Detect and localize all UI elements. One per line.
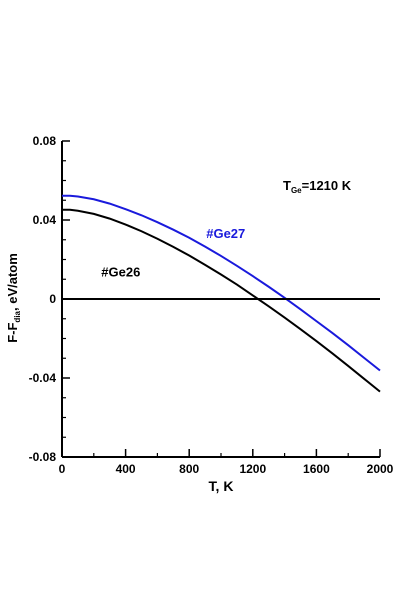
series-label-ge27: #Ge27 — [206, 226, 245, 241]
annotation-rest: =1210 K — [302, 178, 352, 193]
y-tick-label: 0.08 — [33, 134, 57, 148]
y-tick-label: 0.04 — [33, 213, 57, 227]
x-tick-label: 1600 — [303, 462, 330, 476]
annotation-main: T — [283, 178, 291, 193]
tick-labels: 0 400 800 1200 1600 2000 -0.08 -0.04 0 0.04 0.08 — [29, 134, 394, 476]
y-axis-title-rest: , eV/atom — [5, 253, 20, 311]
annotation-sub: Ge — [291, 186, 302, 195]
y-tick-label: -0.08 — [29, 450, 57, 464]
series-label-ge26: #Ge26 — [101, 264, 140, 279]
y-tick-label: 0 — [49, 292, 56, 306]
ticks — [61, 140, 381, 458]
melting-temperature-annotation: TGe=1210 K — [283, 178, 352, 195]
y-axis-title-sub: dia — [13, 310, 22, 322]
x-tick-label: 0 — [59, 462, 66, 476]
y-tick-label: -0.04 — [29, 371, 57, 385]
x-tick-label: 1200 — [239, 462, 266, 476]
series-line-ge27 — [62, 194, 381, 372]
x-tick-label: 400 — [116, 462, 136, 476]
x-axis-title: T, K — [209, 478, 234, 494]
series-lines — [62, 194, 381, 393]
y-axis-title-main: F-F — [5, 323, 20, 343]
x-tick-label: 2000 — [367, 462, 394, 476]
series-line-ge26 — [62, 208, 381, 393]
series-labels: #Ge27 #Ge26 — [101, 226, 245, 280]
x-tick-label: 800 — [179, 462, 199, 476]
y-axis-title: F-Fdia, eV/atom — [5, 253, 22, 343]
